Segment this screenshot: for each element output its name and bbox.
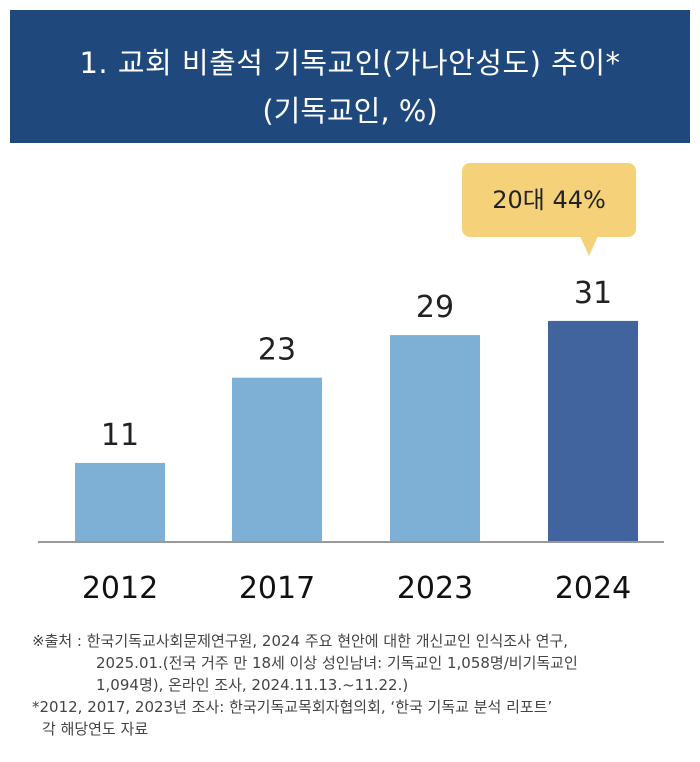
x-tick-label-2012: 2012 bbox=[82, 571, 158, 606]
chart-title: 1. 교회 비출석 기독교인(가나안성도) 추이* bbox=[79, 46, 621, 80]
callout-box: 20대 44% bbox=[462, 163, 636, 237]
source-note-line: 1,094명), 온라인 조사, 2024.11.13.~11.22.) bbox=[96, 676, 409, 694]
x-tick-label-2024: 2024 bbox=[555, 571, 631, 606]
bar-2017 bbox=[232, 377, 322, 541]
chart-subtitle: (기독교인, %) bbox=[262, 94, 438, 128]
data-label-2012: 11 bbox=[101, 418, 139, 453]
data-label-2023: 29 bbox=[416, 290, 454, 325]
footnote-line: *2012, 2017, 2023년 조사: 한국기독교목회자협의회, ‘한국 … bbox=[32, 698, 553, 716]
source-note-line: ※출처 : 한국기독교사회문제연구원, 2024 주요 현안에 대한 개신교인 … bbox=[32, 632, 569, 650]
callout-text: 20대 44% bbox=[492, 186, 606, 214]
data-label-2024: 31 bbox=[574, 276, 612, 311]
notes-section: ※출처 : 한국기독교사회문제연구원, 2024 주요 현안에 대한 개신교인 … bbox=[32, 630, 578, 740]
callout-pointer bbox=[580, 236, 598, 256]
x-tick-label-2023: 2023 bbox=[397, 571, 473, 606]
title-banner: 1. 교회 비출석 기독교인(가나안성도) 추이* (기독교인, %) bbox=[10, 10, 690, 143]
bar-2023 bbox=[390, 335, 480, 541]
source-note-line: 2025.01.(전국 거주 만 18세 이상 성인남녀: 기독교인 1,058… bbox=[96, 654, 578, 672]
data-label-2017: 23 bbox=[258, 333, 296, 368]
x-tick-label-2017: 2017 bbox=[239, 571, 315, 606]
bar-2012 bbox=[75, 462, 165, 541]
footnote-line: 각 해당연도 자료 bbox=[42, 720, 149, 738]
bar-2024 bbox=[548, 320, 638, 541]
bar-chart: 11 2012 23 2017 29 2023 31 2024 bbox=[38, 276, 664, 606]
